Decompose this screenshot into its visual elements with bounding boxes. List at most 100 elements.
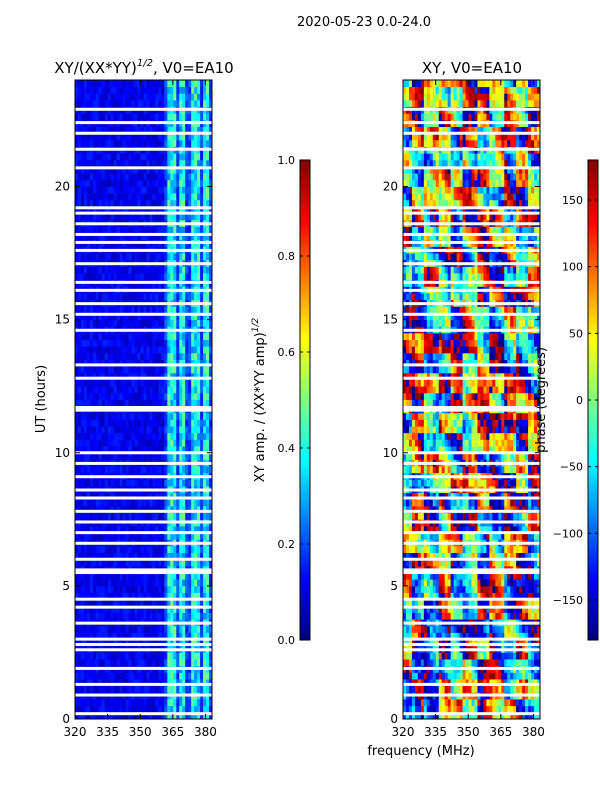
heatmap-cell (131, 293, 135, 301)
heatmap-cell (185, 412, 189, 420)
heatmap-cell (98, 126, 103, 134)
heatmap-cell (152, 293, 156, 301)
heatmap-cell (116, 599, 121, 607)
heatmap-cell (185, 592, 189, 600)
heatmap-cell (161, 80, 165, 88)
heatmap-cell (140, 572, 144, 580)
heatmap-cell (194, 213, 198, 221)
heatmap-cell (164, 426, 168, 434)
heatmap-cell (131, 532, 135, 540)
heatmap-cell (152, 419, 156, 427)
heatmap-cell (116, 99, 121, 108)
heatmap-cell (200, 93, 204, 101)
heatmap-cell (131, 366, 135, 374)
heatmap-cell (107, 585, 112, 593)
heatmap-cell (194, 359, 198, 367)
heatmap-cell (170, 532, 174, 540)
heatmap-cell (77, 166, 82, 174)
heatmap-cell (176, 173, 180, 181)
heatmap-cell (89, 126, 94, 134)
heatmap-cell (152, 452, 156, 460)
heatmap-cell (188, 319, 192, 327)
heatmap-cell (92, 492, 97, 500)
heatmap-cell (77, 545, 82, 553)
heatmap-cell (134, 559, 138, 567)
heatmap-cell (75, 173, 79, 181)
heatmap-cell (164, 446, 168, 454)
heatmap-cell (80, 419, 85, 427)
heatmap-cell (113, 412, 118, 420)
colorbar-tick-label: 0.2 (278, 538, 296, 551)
heatmap-cell (179, 585, 183, 593)
heatmap-cell (104, 579, 109, 587)
heatmap-cell (125, 685, 130, 693)
heatmap-cell (83, 166, 88, 174)
heatmap-cell (75, 579, 79, 587)
heatmap-cell (125, 499, 130, 507)
heatmap-cell (468, 679, 472, 687)
heatmap-cell (75, 446, 79, 454)
heatmap-cell (110, 386, 115, 394)
heatmap-cell (182, 139, 186, 147)
heatmap-cell (137, 399, 141, 407)
heatmap-cell (194, 612, 198, 620)
heatmap-cell (161, 552, 165, 560)
heatmap-cell (182, 492, 186, 500)
heatmap-cell (80, 499, 85, 507)
heatmap-cell (155, 652, 159, 660)
heatmap-cell (140, 525, 144, 534)
heatmap-cell (89, 532, 94, 540)
heatmap-cell (200, 139, 204, 147)
heatmap-cell (495, 652, 499, 660)
heatmap-cell (164, 86, 168, 94)
heatmap-cell (98, 426, 103, 434)
heatmap-cell (185, 499, 189, 507)
heatmap-cell (119, 166, 124, 174)
heatmap-cell (152, 492, 156, 500)
heatmap-cell (137, 492, 141, 500)
heatmap-cell (173, 133, 177, 141)
heatmap-cell (185, 186, 189, 194)
heatmap-cell (83, 319, 88, 327)
heatmap-cell (164, 492, 168, 500)
heatmap-cell (80, 439, 85, 447)
heatmap-cell (182, 99, 186, 108)
heatmap-cell (75, 432, 79, 440)
heatmap-cell (101, 166, 106, 174)
heatmap-cell (140, 579, 144, 587)
heatmap-cell (182, 266, 186, 274)
heatmap-cell (128, 352, 132, 360)
heatmap-cell (75, 273, 79, 281)
heatmap-cell (119, 426, 124, 434)
heatmap-cell (170, 199, 174, 207)
heatmap-cell (113, 712, 118, 719)
heatmap-cell (459, 672, 463, 680)
heatmap-cell (98, 273, 103, 281)
heatmap-cell (92, 559, 97, 567)
heatmap-cell (197, 159, 201, 167)
heatmap-cell (116, 559, 121, 567)
heatmap-cell (128, 625, 132, 633)
heatmap-cell (113, 512, 118, 520)
heatmap-cell (173, 233, 177, 241)
heatmap-cell (161, 266, 165, 274)
heatmap-cell (167, 672, 171, 680)
heatmap-cell (107, 545, 112, 553)
heatmap-cell (459, 685, 463, 693)
heatmap-cell (182, 412, 186, 420)
heatmap-cell (450, 705, 455, 713)
heatmap-cell (89, 612, 94, 620)
heatmap-cell (170, 659, 174, 667)
heatmap-cell (113, 525, 118, 534)
heatmap-cell (125, 612, 130, 620)
heatmap-cell (426, 699, 431, 707)
heatmap-cell (83, 605, 88, 613)
heatmap-cell (209, 506, 212, 514)
heatmap-cell (113, 372, 118, 380)
heatmap-cell (167, 426, 171, 434)
heatmap-cell (167, 359, 171, 367)
heatmap-cell (167, 186, 171, 194)
heatmap-cell (125, 712, 130, 719)
heatmap-cell (137, 499, 141, 507)
heatmap-cell (194, 679, 198, 687)
